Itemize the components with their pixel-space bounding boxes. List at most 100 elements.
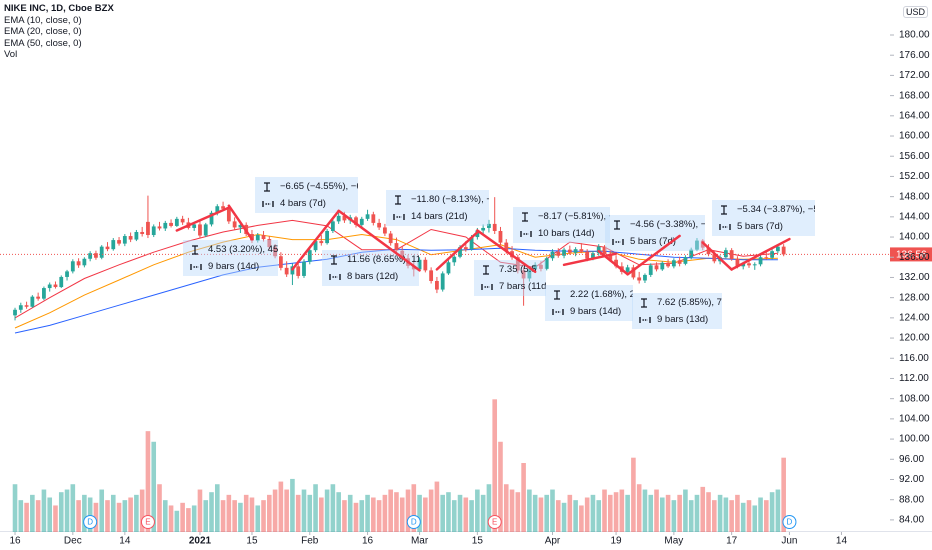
candle-body bbox=[527, 269, 532, 279]
measure-row: −8.17 (−5.81%), −8 bbox=[513, 208, 610, 225]
volume-bar bbox=[480, 494, 486, 532]
volume-bar bbox=[307, 494, 313, 532]
event-label[interactable]: E bbox=[145, 518, 150, 527]
measure-row: 4 bars (7d) bbox=[255, 195, 358, 212]
volume-bar bbox=[706, 492, 711, 532]
event-label[interactable]: E bbox=[492, 518, 497, 527]
volume-bar bbox=[47, 497, 53, 532]
event-marker bbox=[406, 515, 421, 529]
candle-body bbox=[463, 247, 468, 250]
candle-body bbox=[660, 262, 665, 270]
measure-box[interactable]: −11.80 (−8.13%), −1180 14 bars (21d) bbox=[386, 190, 489, 226]
bars-icon bbox=[520, 231, 532, 237]
measure-box[interactable]: 2.22 (1.68%), 222 9 bars (14d) bbox=[545, 285, 633, 321]
volume-bar bbox=[573, 500, 578, 532]
candle-body bbox=[683, 257, 688, 264]
volume-bar bbox=[613, 492, 619, 532]
candle-body bbox=[215, 206, 220, 213]
legend-title: NIKE INC, 1D, Cboe BZX bbox=[4, 3, 114, 14]
candle-body bbox=[764, 257, 769, 259]
measure-box[interactable]: 7.62 (5.85%), 762 9 bars (13d) bbox=[632, 293, 722, 329]
volume-bar bbox=[417, 494, 422, 532]
candle-body bbox=[313, 241, 318, 251]
volume-bar bbox=[272, 489, 278, 532]
y-tick-label: 84.00 bbox=[899, 515, 924, 526]
volume-bar bbox=[532, 494, 538, 532]
event-marker bbox=[83, 515, 98, 529]
candle-body bbox=[163, 222, 168, 229]
volume-bar bbox=[168, 505, 174, 532]
y-tick-label: 148.00 bbox=[899, 191, 930, 202]
measure-box[interactable]: −6.65 (−4.55%), −665 4 bars (7d) bbox=[255, 177, 358, 213]
measure-box[interactable]: 4.53 (3.20%), 453 9 bars (14d) bbox=[183, 240, 278, 276]
x-tick-label: Apr bbox=[545, 536, 561, 547]
measure-row: 11.56 (8.65%), 1156 bbox=[322, 251, 419, 268]
volume-bar bbox=[145, 431, 151, 532]
y-tick-label: 176.00 bbox=[899, 50, 930, 61]
event-label[interactable]: D bbox=[87, 518, 93, 527]
measure-row: −11.80 (−8.13%), −1180 bbox=[386, 191, 489, 208]
candle-body bbox=[70, 261, 75, 272]
candle-body bbox=[157, 226, 162, 229]
volume-bar bbox=[428, 489, 434, 532]
volume-bar bbox=[423, 497, 428, 532]
axis-layer: 84.00 88.00 92.00 96.00 100.00 104.00 108.00 11… bbox=[9, 30, 930, 547]
measure-row: −6.65 (−4.55%), −665 bbox=[255, 178, 358, 195]
y-tick-label: 108.00 bbox=[899, 393, 930, 404]
y-tick-label: 92.00 bbox=[899, 474, 924, 485]
measure-box[interactable]: 11.56 (8.65%), 1156 8 bars (12d) bbox=[322, 250, 419, 286]
volume-bar bbox=[82, 494, 87, 532]
volume-bar bbox=[567, 494, 573, 532]
volume-bar bbox=[521, 463, 526, 532]
x-tick-label: 19 bbox=[611, 536, 623, 547]
legend-entry[interactable]: Vol bbox=[4, 49, 18, 60]
y-tick-label: 88.00 bbox=[899, 494, 924, 505]
volume-bar bbox=[636, 484, 642, 532]
candle-body bbox=[65, 271, 69, 277]
candle-body bbox=[365, 214, 370, 219]
volume-bar bbox=[769, 492, 775, 532]
candle-body bbox=[637, 277, 642, 281]
volume-bar bbox=[30, 494, 35, 532]
measure-text: 9 bars (14d) bbox=[208, 261, 260, 272]
volume-bar bbox=[301, 489, 307, 532]
legend-entry[interactable]: EMA (50, close, 0) bbox=[4, 37, 82, 49]
range-icon bbox=[522, 212, 528, 222]
volume-bar bbox=[781, 457, 786, 532]
volume-bar bbox=[475, 489, 480, 532]
currency-label[interactable]: USD bbox=[903, 6, 929, 18]
x-tick-label: 16 bbox=[9, 536, 21, 547]
x-tick-label: Feb bbox=[301, 536, 319, 547]
event-label[interactable]: D bbox=[787, 518, 793, 527]
volume-bar bbox=[671, 500, 677, 532]
x-tick-label: Jun bbox=[781, 536, 797, 547]
candle-body bbox=[671, 260, 676, 267]
volume-bar bbox=[538, 497, 544, 532]
volume-bar bbox=[128, 497, 133, 532]
measure-text: 5 bars (7d) bbox=[737, 221, 783, 232]
legend-entry[interactable]: EMA (20, close, 0) bbox=[4, 26, 82, 37]
measure-box[interactable]: 7.35 (5.5 7 bars (11d) bbox=[474, 260, 546, 296]
candle-body bbox=[192, 224, 197, 228]
measure-row: 2.22 (1.68%), 222 bbox=[545, 286, 633, 303]
candle-body bbox=[302, 261, 306, 276]
volume-bar bbox=[53, 505, 58, 532]
y-tick-label: 140.00 bbox=[899, 232, 930, 243]
volume-bar bbox=[642, 489, 648, 532]
volume-bar bbox=[261, 500, 266, 532]
y-tick-label: 124.00 bbox=[899, 312, 930, 323]
candle-body bbox=[643, 274, 647, 281]
last-price-tag bbox=[890, 247, 932, 262]
candle-body bbox=[631, 267, 636, 278]
volume-bar bbox=[226, 494, 232, 532]
candle-body bbox=[752, 264, 757, 266]
measure-box[interactable]: −5.34 (−3.87%), −534 5 bars (7d) bbox=[712, 200, 815, 236]
measure-row: 9 bars (13d) bbox=[632, 311, 722, 328]
volume-bar bbox=[440, 494, 445, 532]
volume-bar bbox=[550, 489, 555, 532]
measure-box[interactable]: −8.17 (−5.81%), −8 10 bars (14d) bbox=[513, 207, 610, 243]
measure-box[interactable]: −4.56 (−3.38%), −456 5 bars (7d) bbox=[605, 215, 705, 251]
candle-body bbox=[122, 236, 127, 244]
legend-entry[interactable]: EMA (10, close, 0) bbox=[4, 14, 82, 26]
event-label[interactable]: D bbox=[411, 518, 417, 527]
